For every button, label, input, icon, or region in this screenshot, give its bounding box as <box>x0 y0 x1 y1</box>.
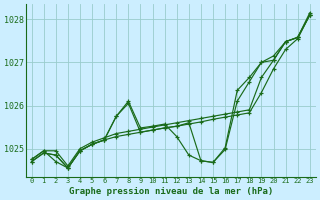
X-axis label: Graphe pression niveau de la mer (hPa): Graphe pression niveau de la mer (hPa) <box>68 187 273 196</box>
